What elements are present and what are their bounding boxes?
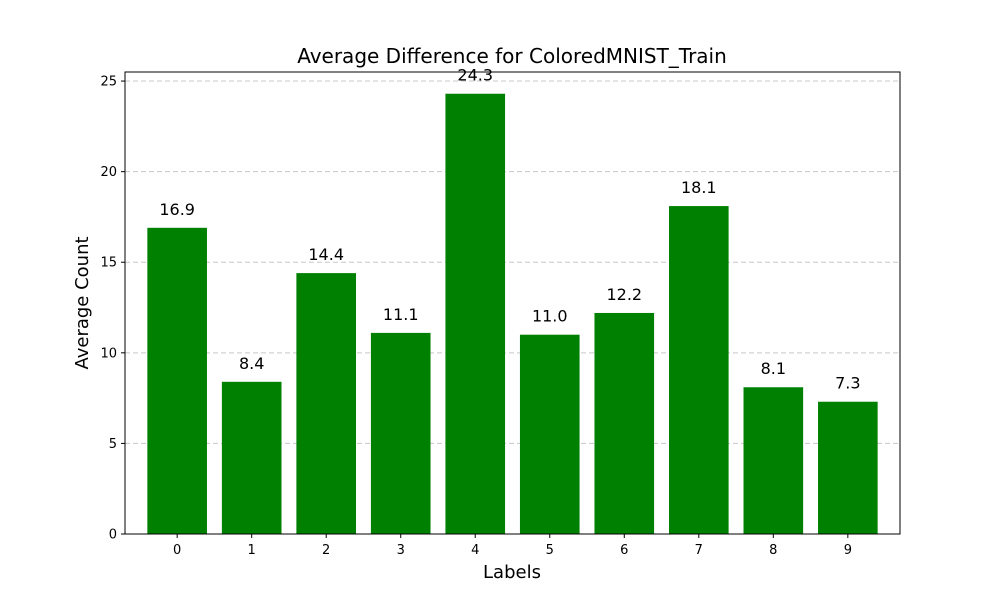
data-label: 11.0: [532, 307, 568, 326]
bar: [445, 93, 506, 534]
x-tick-label: 4: [471, 543, 479, 558]
data-label: 12.2: [606, 285, 642, 304]
bar: [818, 401, 878, 534]
x-tick-label: 0: [173, 543, 181, 558]
bar: [147, 227, 207, 534]
x-tick-label: 3: [397, 543, 405, 558]
bar: [519, 334, 580, 534]
x-tick-label: 2: [322, 543, 330, 558]
data-label: 18.1: [681, 178, 717, 197]
x-axis-label: Labels: [483, 562, 541, 583]
x-tick-label: 7: [695, 543, 703, 558]
data-label: 24.3: [457, 66, 493, 85]
y-tick-label: 15: [100, 256, 117, 271]
y-tick-label: 10: [100, 346, 117, 361]
bar: [743, 387, 804, 534]
bars: [147, 93, 878, 534]
x-axis-ticks: 0 1 2 3 4 5 6 7 8 9: [173, 534, 852, 558]
data-label: 8.4: [239, 354, 264, 373]
data-label: 16.9: [159, 200, 195, 219]
plot-frame: [124, 71, 901, 535]
x-tick-label: 9: [844, 543, 852, 558]
bar: [668, 206, 729, 534]
y-tick-label: 25: [100, 75, 117, 90]
x-tick-label: 6: [620, 543, 628, 558]
y-axis-label: Average Count: [72, 236, 93, 369]
y-tick-label: 20: [100, 165, 117, 180]
y-tick-label: 5: [109, 437, 117, 452]
bar: [296, 273, 357, 534]
data-label: 11.1: [383, 305, 419, 324]
y-tick-label: 0: [109, 528, 117, 543]
bar: [370, 332, 431, 534]
data-label: 14.4: [308, 245, 344, 264]
data-labels: 16.9 8.4 14.4 11.1 24.3 11.0 12.2 18.1 8.1 7.3: [159, 66, 860, 393]
x-tick-label: 8: [769, 543, 777, 558]
bar: [594, 312, 655, 534]
bar: [221, 381, 282, 534]
chart-title: Average Difference for ColoredMNIST_Trai…: [297, 44, 727, 68]
data-label: 8.1: [761, 359, 786, 378]
x-tick-label: 5: [546, 543, 554, 558]
data-label: 7.3: [835, 374, 860, 393]
x-tick-label: 1: [248, 543, 256, 558]
y-axis-ticks: 0 5 10 15 20 25: [100, 75, 125, 543]
